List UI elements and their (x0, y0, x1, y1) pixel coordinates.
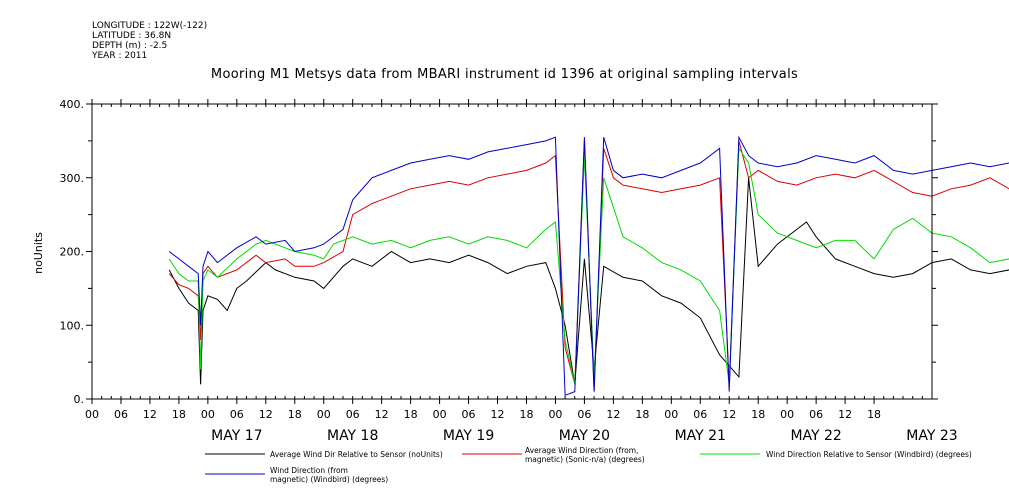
y-axis-label: noUnits (32, 232, 45, 274)
x-tick-label: 18 (288, 408, 302, 421)
series-line-3 (168, 146, 1009, 385)
x-tick-label: 00 (433, 408, 447, 421)
longitude-text: LONGITUDE : 122W(-122) (92, 21, 208, 31)
y-tick-label: 100. (60, 319, 85, 332)
metadata-block: LONGITUDE : 122W(-122) LATITUDE : 36.8N … (92, 21, 207, 61)
y-tick-label: 0. (74, 393, 85, 406)
x-tick-label: 18 (635, 408, 649, 421)
series-line-4 (168, 135, 1009, 397)
x-tick-label: 00 (85, 408, 99, 421)
series-line-2 (168, 140, 1009, 392)
x-tick-label: 18 (172, 408, 186, 421)
legend-label: magnetic) (Windbird) (degrees) (270, 475, 388, 484)
x-tick-label: 06 (346, 408, 360, 421)
chart-legend: Average Wind Dir Relative to Sensor (noU… (205, 446, 972, 484)
latitude-text: LATITUDE : 36.8N (92, 31, 172, 41)
year-text: YEAR : 2011 (92, 51, 148, 61)
x-tick-label: 00 (780, 408, 794, 421)
x-tick-label: 00 (548, 408, 562, 421)
chart-axes: 00 06 12 18 00 06 12 18 00 06 12 18 00 06 12 18 00 06 12 18… (60, 98, 958, 444)
chart-series (168, 135, 1009, 397)
x-tick-label: 00 (664, 408, 678, 421)
x-tick-label: 12 (838, 408, 852, 421)
x-day-label: MAY 18 (327, 428, 378, 444)
x-tick-label: 12 (143, 408, 157, 421)
x-tick-label: 18 (519, 408, 533, 421)
x-tick-label: 06 (230, 408, 244, 421)
x-tick-label: 06 (693, 408, 707, 421)
x-tick-label: 12 (606, 408, 620, 421)
x-tick-label: 18 (404, 408, 418, 421)
x-tick-label: 12 (722, 408, 736, 421)
x-tick-label: 12 (375, 408, 389, 421)
y-tick-label: 200. (60, 246, 85, 259)
x-tick-label: 12 (491, 408, 505, 421)
x-day-label: MAY 21 (675, 428, 726, 444)
x-day-label: MAY 23 (906, 428, 957, 444)
legend-label: Wind Direction Relative to Sensor (Windb… (766, 450, 972, 459)
x-tick-label: 06 (114, 408, 128, 421)
chart-title: Mooring M1 Metsys data from MBARI instru… (210, 67, 799, 82)
legend-label: Average Wind Direction (from, (525, 446, 638, 455)
plot-frame (91, 103, 933, 400)
y-tick-label: 400. (60, 98, 85, 111)
x-day-label: MAY 22 (790, 428, 841, 444)
x-day-label: MAY 20 (559, 428, 610, 444)
x-tick-label: 06 (577, 408, 591, 421)
x-tick-label: 06 (462, 408, 476, 421)
x-tick-label: 06 (809, 408, 823, 421)
y-tick-label: 300. (60, 172, 85, 185)
x-tick-label: 00 (317, 408, 331, 421)
legend-label: Wind Direction (from (270, 466, 348, 475)
legend-label: magnetic) (Sonic-n/a) (degrees) (525, 455, 645, 464)
x-day-label: MAY 17 (211, 428, 262, 444)
depth-text: DEPTH (m) : -2.5 (92, 41, 168, 51)
x-tick-label: 18 (867, 408, 881, 421)
legend-label: Average Wind Dir Relative to Sensor (noU… (270, 450, 443, 459)
x-day-label: MAY 19 (443, 428, 494, 444)
x-tick-label: 00 (201, 408, 215, 421)
x-tick-label: 18 (751, 408, 765, 421)
series-line-1 (168, 177, 1009, 385)
x-tick-label: 12 (259, 408, 273, 421)
